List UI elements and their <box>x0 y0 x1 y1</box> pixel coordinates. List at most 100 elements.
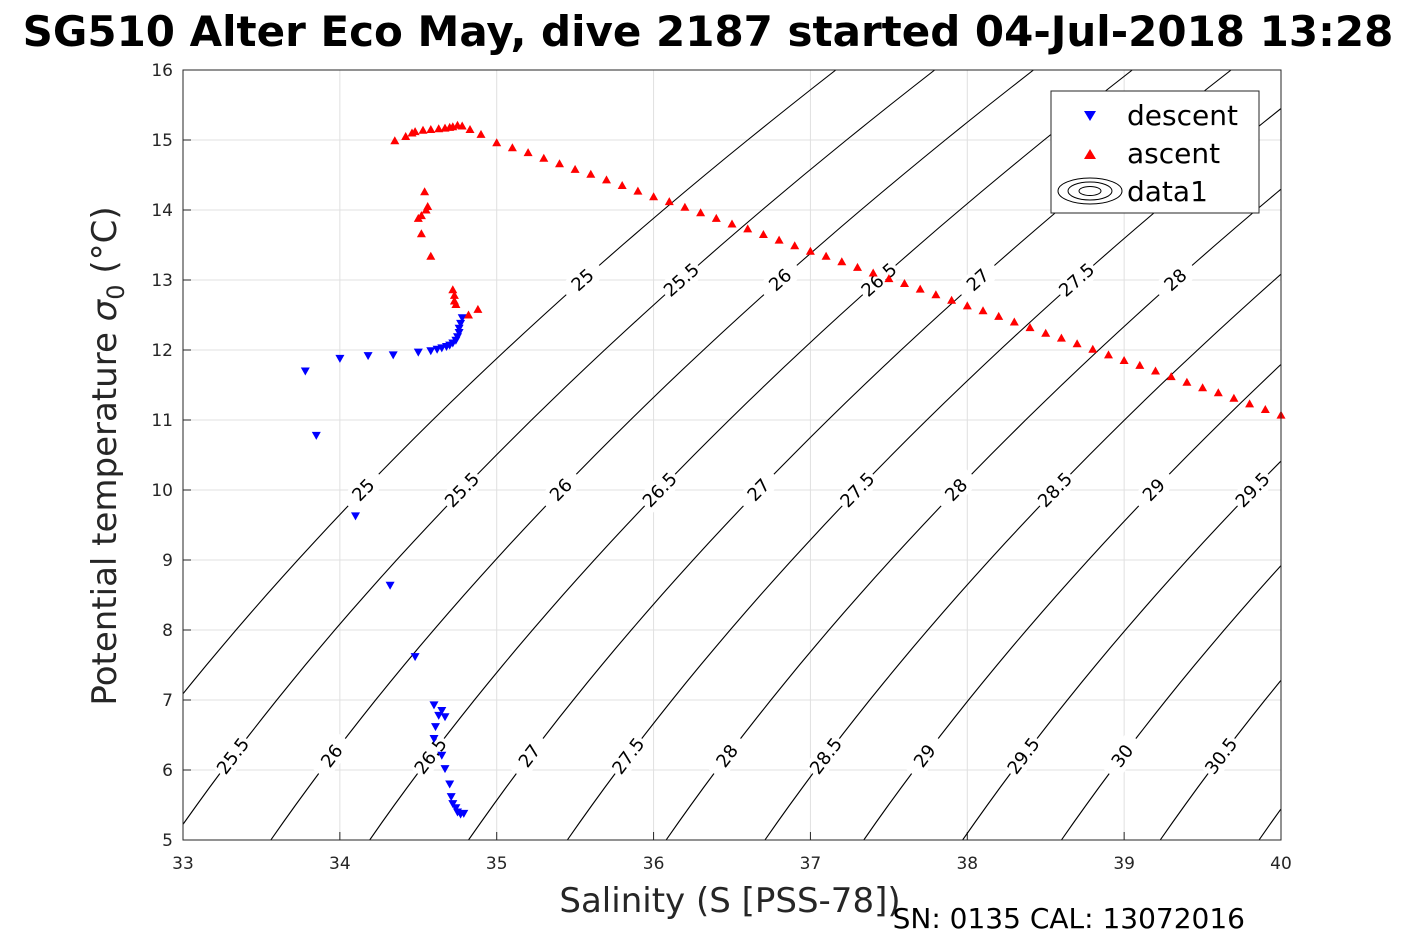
y-tick-labels: 5 6 7 8 9 10 11 12 13 14 15 16 <box>151 61 173 851</box>
contour-label-bg <box>803 731 849 781</box>
descent-marker <box>445 780 455 789</box>
ascent-marker <box>868 268 878 277</box>
contour-label-bg <box>1001 731 1046 781</box>
y-tick-label: 9 <box>162 551 173 571</box>
descent-marker <box>437 751 447 760</box>
chart-title: SG510 Alter Eco May, dive 2187 started 0… <box>23 7 1394 56</box>
ascent-marker <box>1009 317 1019 326</box>
ascent-marker <box>664 197 674 206</box>
y-tick-label: 13 <box>151 271 173 291</box>
y-tick-label: 10 <box>151 481 173 501</box>
ascent-marker <box>464 310 473 319</box>
y-tick-label: 8 <box>162 621 173 641</box>
descent-marker <box>426 347 436 356</box>
ascent-marker <box>884 274 894 283</box>
x-tick-label: 35 <box>486 854 508 874</box>
ascent-marker <box>602 175 611 184</box>
ascent-marker <box>962 301 972 310</box>
ascent-marker <box>649 192 659 201</box>
ascent-marker <box>978 306 988 315</box>
contour-label-bg <box>657 257 706 303</box>
descent-marker <box>440 765 450 774</box>
y-tick-label: 5 <box>162 831 173 851</box>
ascent-marker <box>994 311 1004 320</box>
ascent-marker <box>805 246 815 255</box>
y-tick-label: 7 <box>162 691 173 711</box>
contour-label-bg <box>606 731 651 781</box>
ascent-marker <box>790 241 800 250</box>
x-tick-labels: 33 34 35 36 37 38 39 40 <box>172 854 1292 874</box>
legend: descent ascent data1 <box>1050 90 1260 214</box>
ascent-marker <box>507 143 517 152</box>
descent-marker <box>363 352 373 361</box>
ascent-marker <box>680 202 690 211</box>
descent-marker <box>451 804 461 813</box>
x-tick-label: 39 <box>1113 854 1135 874</box>
descent-marker <box>351 512 360 521</box>
descent-marker <box>440 713 450 722</box>
contour-label-bg <box>705 731 750 781</box>
ascent-marker <box>617 181 627 189</box>
data-markers <box>300 120 1286 819</box>
density-contours: 252525.525.525.526262626.526.526.5272727… <box>183 70 1281 840</box>
descent-marker <box>335 354 345 363</box>
legend-ascent-marker <box>1084 149 1096 159</box>
legend-descent-label: descent <box>1127 99 1238 132</box>
y-tick-label: 15 <box>151 131 173 151</box>
contour-label-bg <box>954 257 1002 303</box>
ascent-marker <box>1151 366 1160 375</box>
legend-data1-label: data1 <box>1127 175 1208 208</box>
descent-marker <box>388 351 398 360</box>
x-tick-label: 33 <box>172 854 194 874</box>
ascent-marker <box>416 211 426 220</box>
ascent-marker <box>1182 377 1192 386</box>
ascent-marker <box>1229 393 1239 402</box>
y-tick-label: 6 <box>162 761 173 781</box>
x-axis-label: Salinity (S [PSS-78]) <box>559 881 900 921</box>
descent-marker <box>437 707 447 715</box>
ascent-marker <box>1025 323 1035 332</box>
ascent-marker <box>727 219 737 228</box>
ascent-marker <box>758 230 768 238</box>
contour-label-bg <box>834 466 881 514</box>
ascent-marker <box>633 186 643 195</box>
descent-marker <box>429 701 439 710</box>
ascent-marker <box>1104 350 1113 359</box>
y-tick-label: 11 <box>151 411 173 431</box>
descent-marker <box>413 348 423 357</box>
ascent-marker <box>426 125 436 133</box>
contour-label-bg <box>636 466 684 514</box>
isopycnal-line <box>764 273 1281 840</box>
ascent-marker <box>570 164 580 173</box>
x-tick-label: 40 <box>1270 854 1292 874</box>
isopycnal-line <box>183 70 936 826</box>
legend-contour-icon <box>1057 177 1123 205</box>
ascent-marker <box>539 153 549 162</box>
contour-label-bg <box>1031 466 1079 514</box>
isopycnal-line <box>863 363 1281 840</box>
ascent-marker <box>457 121 467 130</box>
ascent-marker <box>853 262 862 271</box>
ascent-marker <box>473 304 483 313</box>
ascent-marker <box>743 224 753 233</box>
ascent-marker <box>418 125 428 134</box>
ascent-marker <box>1119 356 1129 364</box>
isopycnal-line <box>369 70 1134 840</box>
contour-label-bg <box>1130 466 1178 514</box>
ascent-marker <box>410 127 420 136</box>
ascent-marker <box>390 136 400 145</box>
contour-label-bg <box>438 466 486 514</box>
ascent-marker <box>1245 399 1255 408</box>
isopycnal-line <box>665 188 1281 840</box>
ascent-marker <box>416 229 426 238</box>
y-axis-label: Potential temperature σ0 (°C) <box>85 206 130 705</box>
ascent-marker <box>523 148 533 157</box>
descent-marker <box>431 723 440 732</box>
contour-label-bg <box>855 257 903 303</box>
legend-descent-marker <box>1084 111 1096 121</box>
contour-label-bg <box>756 257 805 303</box>
descent-marker <box>300 367 310 376</box>
ascent-marker <box>947 295 957 304</box>
descent-marker <box>410 653 420 662</box>
serial-calibration-footer: SN: 0135 CAL: 13072016 <box>893 902 1245 935</box>
